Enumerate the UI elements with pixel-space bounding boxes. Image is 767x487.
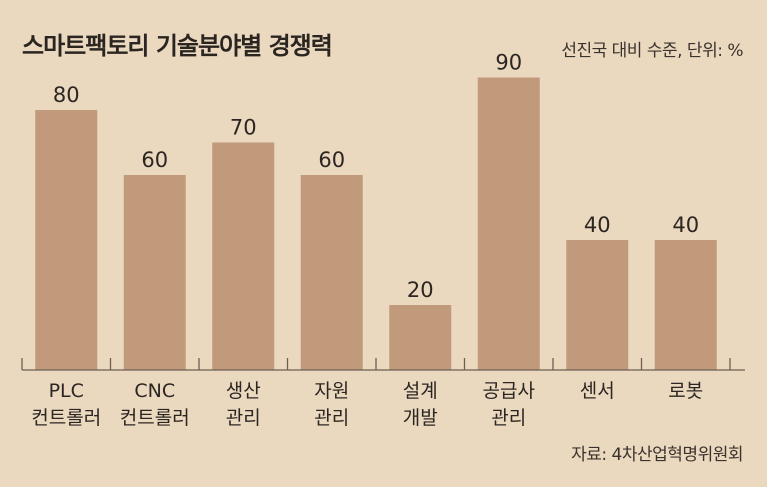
axis-ticks xyxy=(21,358,731,370)
value-label: 80 xyxy=(53,83,80,107)
category-label: 관리 xyxy=(314,407,349,429)
chart-title: 스마트팩토리 기술분야별 경쟁력 xyxy=(22,32,333,60)
category-label: PLC xyxy=(49,380,84,402)
category-label: 관리 xyxy=(491,407,526,429)
bar xyxy=(477,77,540,370)
bar xyxy=(566,240,629,370)
bar xyxy=(35,110,98,370)
value-label: 40 xyxy=(584,213,611,237)
bar xyxy=(123,175,186,370)
category-label: 컨트롤러 xyxy=(31,407,101,429)
bar xyxy=(654,240,717,370)
category-label: 관리 xyxy=(226,407,261,429)
bars-group: 80 60 70 60 20 90 40 40 xyxy=(35,51,717,370)
category-label: 설계 xyxy=(403,380,438,402)
category-label: 공급사 xyxy=(483,380,535,402)
bar xyxy=(212,142,275,370)
value-label: 90 xyxy=(495,51,522,75)
category-label: 생산 xyxy=(226,380,261,402)
value-label: 60 xyxy=(318,148,345,172)
bar xyxy=(300,175,363,370)
category-label: 센서 xyxy=(580,380,615,402)
value-label: 40 xyxy=(672,213,699,237)
value-label: 70 xyxy=(230,116,257,140)
chart-subtitle: 선진국 대비 수준, 단위: % xyxy=(561,41,743,61)
bar xyxy=(389,305,452,370)
value-label: 60 xyxy=(141,148,168,172)
value-label: 20 xyxy=(407,278,434,302)
category-label: CNC xyxy=(134,380,175,402)
category-label: 개발 xyxy=(403,407,438,429)
category-label: 로봇 xyxy=(668,380,703,402)
source-note: 자료: 4차산업혁명위원회 xyxy=(571,445,743,465)
category-label: 컨트롤러 xyxy=(120,407,190,429)
category-label: 자원 xyxy=(314,380,349,402)
